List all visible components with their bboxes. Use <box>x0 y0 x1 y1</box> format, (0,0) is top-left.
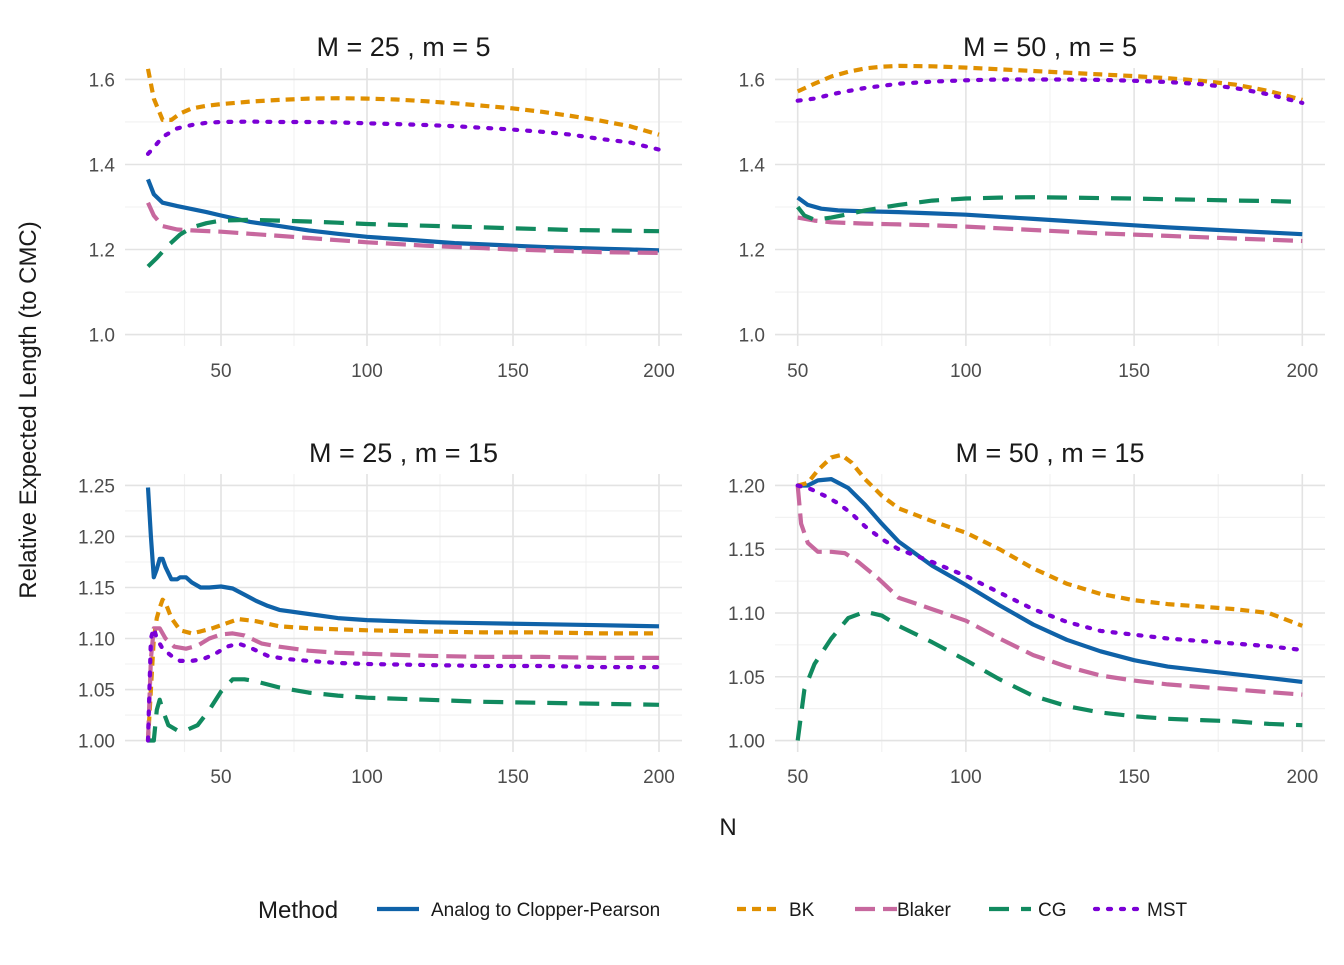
panel-title: M = 50 , m = 15 <box>955 438 1144 468</box>
x-tick-label: 50 <box>210 361 231 382</box>
y-tick-label: 1.10 <box>728 604 765 625</box>
series-line <box>796 63 1303 102</box>
x-tick-label: 200 <box>643 767 675 788</box>
panel-2: 1.0 1.2 1.4 1.6 50 100 150 200 M = 50 , m = 5 <box>739 32 1325 382</box>
series-line <box>145 626 662 743</box>
y-tick-label: 1.4 <box>89 155 116 176</box>
panel-title: M = 25 , m = 15 <box>309 438 498 468</box>
x-tick-label: 50 <box>210 767 231 788</box>
y-tick-label: 1.20 <box>78 527 115 548</box>
series-line <box>146 217 660 269</box>
series-line <box>145 119 662 156</box>
y-tick-label: 1.00 <box>728 732 765 753</box>
y-tick-label: 1.00 <box>78 732 115 753</box>
y-tick-label: 1.20 <box>728 476 765 497</box>
x-tick-label: 200 <box>1286 767 1318 788</box>
y-tick-label: 1.4 <box>739 155 766 176</box>
legend-label: MST <box>1147 900 1188 921</box>
y-tick-label: 1.6 <box>739 70 765 91</box>
series-line <box>145 626 659 741</box>
series-line <box>795 483 1305 653</box>
series-line <box>796 195 1303 237</box>
legend-title: Method <box>258 897 338 924</box>
panel-3: 1.00 1.05 1.10 1.15 1.20 1.25 50 100 150 200 M = 2… <box>78 438 682 788</box>
y-tick-label: 1.2 <box>89 241 115 262</box>
y-axis-title: Relative Expected Length (to CMC) <box>15 221 42 599</box>
series-line <box>795 77 1305 105</box>
series-line <box>145 68 660 137</box>
x-tick-label: 150 <box>1118 361 1150 382</box>
series-line <box>145 487 660 629</box>
y-tick-label: 1.6 <box>89 70 115 91</box>
y-tick-label: 1.25 <box>78 476 115 497</box>
x-tick-label: 150 <box>1118 767 1150 788</box>
legend-label: Analog to Clopper-Pearson <box>431 900 660 921</box>
y-tick-label: 1.0 <box>739 326 765 347</box>
series-line <box>795 485 1303 697</box>
y-tick-label: 1.2 <box>739 241 765 262</box>
x-tick-label: 50 <box>787 361 808 382</box>
y-tick-label: 1.15 <box>78 578 115 599</box>
x-tick-label: 100 <box>950 361 982 382</box>
legend-label: BK <box>789 900 815 921</box>
x-tick-label: 150 <box>497 767 529 788</box>
x-tick-label: 100 <box>950 767 982 788</box>
y-tick-label: 1.10 <box>78 630 115 651</box>
x-tick-label: 100 <box>351 361 383 382</box>
panel-title: M = 25 , m = 5 <box>316 32 490 62</box>
panel-title: M = 50 , m = 5 <box>963 32 1137 62</box>
legend-label: Blaker <box>897 900 952 921</box>
y-tick-label: 1.0 <box>89 326 115 347</box>
x-tick-label: 200 <box>643 361 675 382</box>
y-tick-label: 1.15 <box>728 540 765 561</box>
x-tick-label: 200 <box>1286 361 1318 382</box>
panel-1: 1.0 1.2 1.4 1.6 50 100 150 200 M = 25 , m = 5 <box>89 32 682 382</box>
x-tick-label: 100 <box>351 767 383 788</box>
legend-label: CG <box>1038 900 1067 921</box>
series-line <box>148 677 660 743</box>
series-line <box>797 215 1303 244</box>
series-line <box>146 201 660 255</box>
y-tick-label: 1.05 <box>78 681 115 702</box>
y-tick-label: 1.05 <box>728 668 765 689</box>
series-line <box>145 597 659 741</box>
series-line <box>796 195 1303 222</box>
series-line <box>795 609 1303 741</box>
series-line <box>146 178 660 253</box>
x-axis-title: N <box>719 814 736 841</box>
x-tick-label: 50 <box>787 767 808 788</box>
x-tick-label: 150 <box>497 361 529 382</box>
series-line <box>797 477 1303 684</box>
legend: Method Analog to Clopper-Pearson BK Blaker C… <box>258 897 1188 924</box>
panel-4: 1.00 1.05 1.10 1.15 1.20 50 100 150 200 M = 50 , … <box>728 438 1325 788</box>
series-line <box>797 452 1304 628</box>
